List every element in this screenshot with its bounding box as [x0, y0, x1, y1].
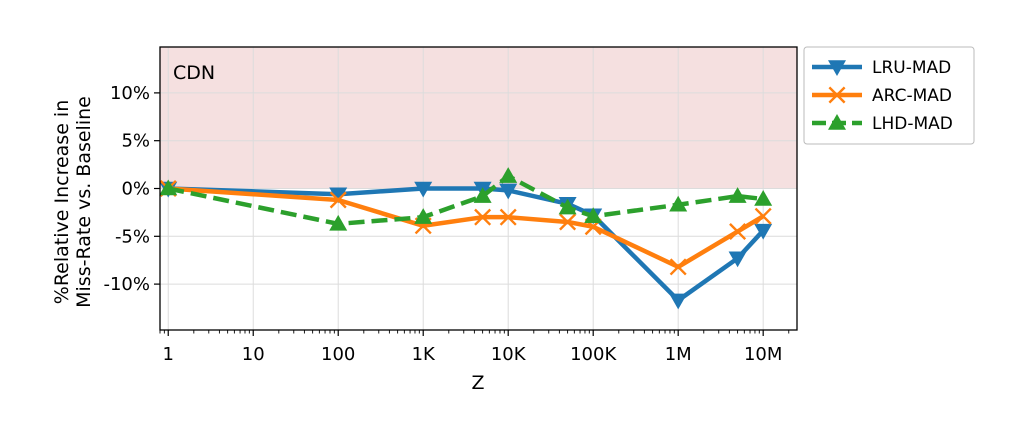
- marker-x-stroke: [474, 208, 492, 226]
- series-layer: [159, 167, 773, 310]
- y-tick-label: 5%: [121, 131, 150, 152]
- marker-x: [828, 86, 846, 104]
- marker-triangle-up: [754, 190, 773, 206]
- marker-x-stroke: [729, 223, 747, 241]
- legend-box: [803, 46, 975, 145]
- x-tick-label: 10: [242, 344, 265, 365]
- marker-x-stroke: [499, 208, 517, 226]
- marker-triangle-down: [754, 223, 773, 240]
- y-axis: 10% 5% 0% -5% -10%: [103, 83, 160, 295]
- y-tick-label: 10%: [110, 83, 150, 104]
- x-tick-label: 10M: [744, 344, 782, 365]
- x-tick-label: 1: [163, 344, 174, 365]
- marker-triangle-down: [728, 251, 747, 268]
- marker-triangle-up: [414, 208, 433, 224]
- legend-item-lru-mad: LRU-MAD: [812, 58, 951, 78]
- x-tick-label: 100: [321, 344, 355, 365]
- legend-label: LHD-MAD: [872, 114, 953, 134]
- y-axis-label-line-1: %Relative Increase in: [51, 100, 73, 304]
- marker-x: [754, 207, 772, 225]
- y-axis-label: %Relative Increase in Miss-Rate vs. Base…: [51, 96, 95, 308]
- marker-x-stroke: [669, 258, 687, 276]
- marker-triangle-down: [669, 293, 688, 310]
- legend-item-lhd-mad: LHD-MAD: [812, 114, 953, 134]
- y-tick-label: 0%: [121, 179, 150, 200]
- marker-x: [729, 223, 747, 241]
- x-axis-label: Z: [471, 372, 484, 394]
- marker-x: [559, 213, 577, 231]
- marker-x: [499, 208, 517, 226]
- shaded-positive-region: [160, 47, 797, 189]
- marker-x: [669, 258, 687, 276]
- marker-x: [474, 208, 492, 226]
- series-line: [167, 173, 764, 227]
- marker-triangle-up: [499, 167, 518, 183]
- x-tick-label: 10K: [491, 344, 527, 365]
- x-tick-label: 1K: [412, 344, 436, 365]
- marker-x: [329, 191, 347, 209]
- x-tick-label: 100K: [570, 344, 617, 365]
- y-axis-label-line-2: Miss-Rate vs. Baseline: [73, 96, 95, 308]
- marker-triangle-up: [728, 187, 747, 203]
- legend-label: ARC-MAD: [872, 86, 952, 106]
- marker-triangle-up: [329, 214, 348, 231]
- marker-triangle-down: [499, 183, 518, 200]
- marker-triangle-up: [828, 114, 846, 130]
- series-line: [168, 186, 765, 303]
- marker-triangle-down: [414, 181, 433, 198]
- panel-label: CDN: [173, 62, 215, 84]
- marker-triangle-up: [473, 187, 492, 203]
- y-tick-label: -10%: [103, 274, 150, 295]
- x-axis: 1 10 100 1K 10K 100K 1M 10M: [159, 330, 790, 365]
- marker-triangle-down: [828, 60, 846, 76]
- marker-triangle-down: [329, 187, 348, 204]
- marker-x-stroke: [559, 213, 577, 231]
- marker-x-stroke: [329, 191, 347, 209]
- x-tick-label: 1M: [665, 344, 692, 365]
- legend-label: LRU-MAD: [872, 58, 951, 78]
- y-tick-label: -5%: [115, 226, 150, 247]
- marker-triangle-up: [584, 207, 603, 223]
- marker-x-stroke: [754, 207, 772, 225]
- marker-triangle-up: [159, 179, 178, 196]
- series-line: [168, 186, 765, 270]
- series-lhd-mad: [159, 167, 773, 231]
- marker-x-stroke: [828, 86, 846, 104]
- marker-triangle-up: [669, 195, 688, 212]
- legend: LRU-MAD ARC-MAD LHD-MAD: [803, 46, 975, 145]
- legend-item-arc-mad: ARC-MAD: [812, 86, 952, 106]
- marker-triangle-up: [558, 198, 577, 215]
